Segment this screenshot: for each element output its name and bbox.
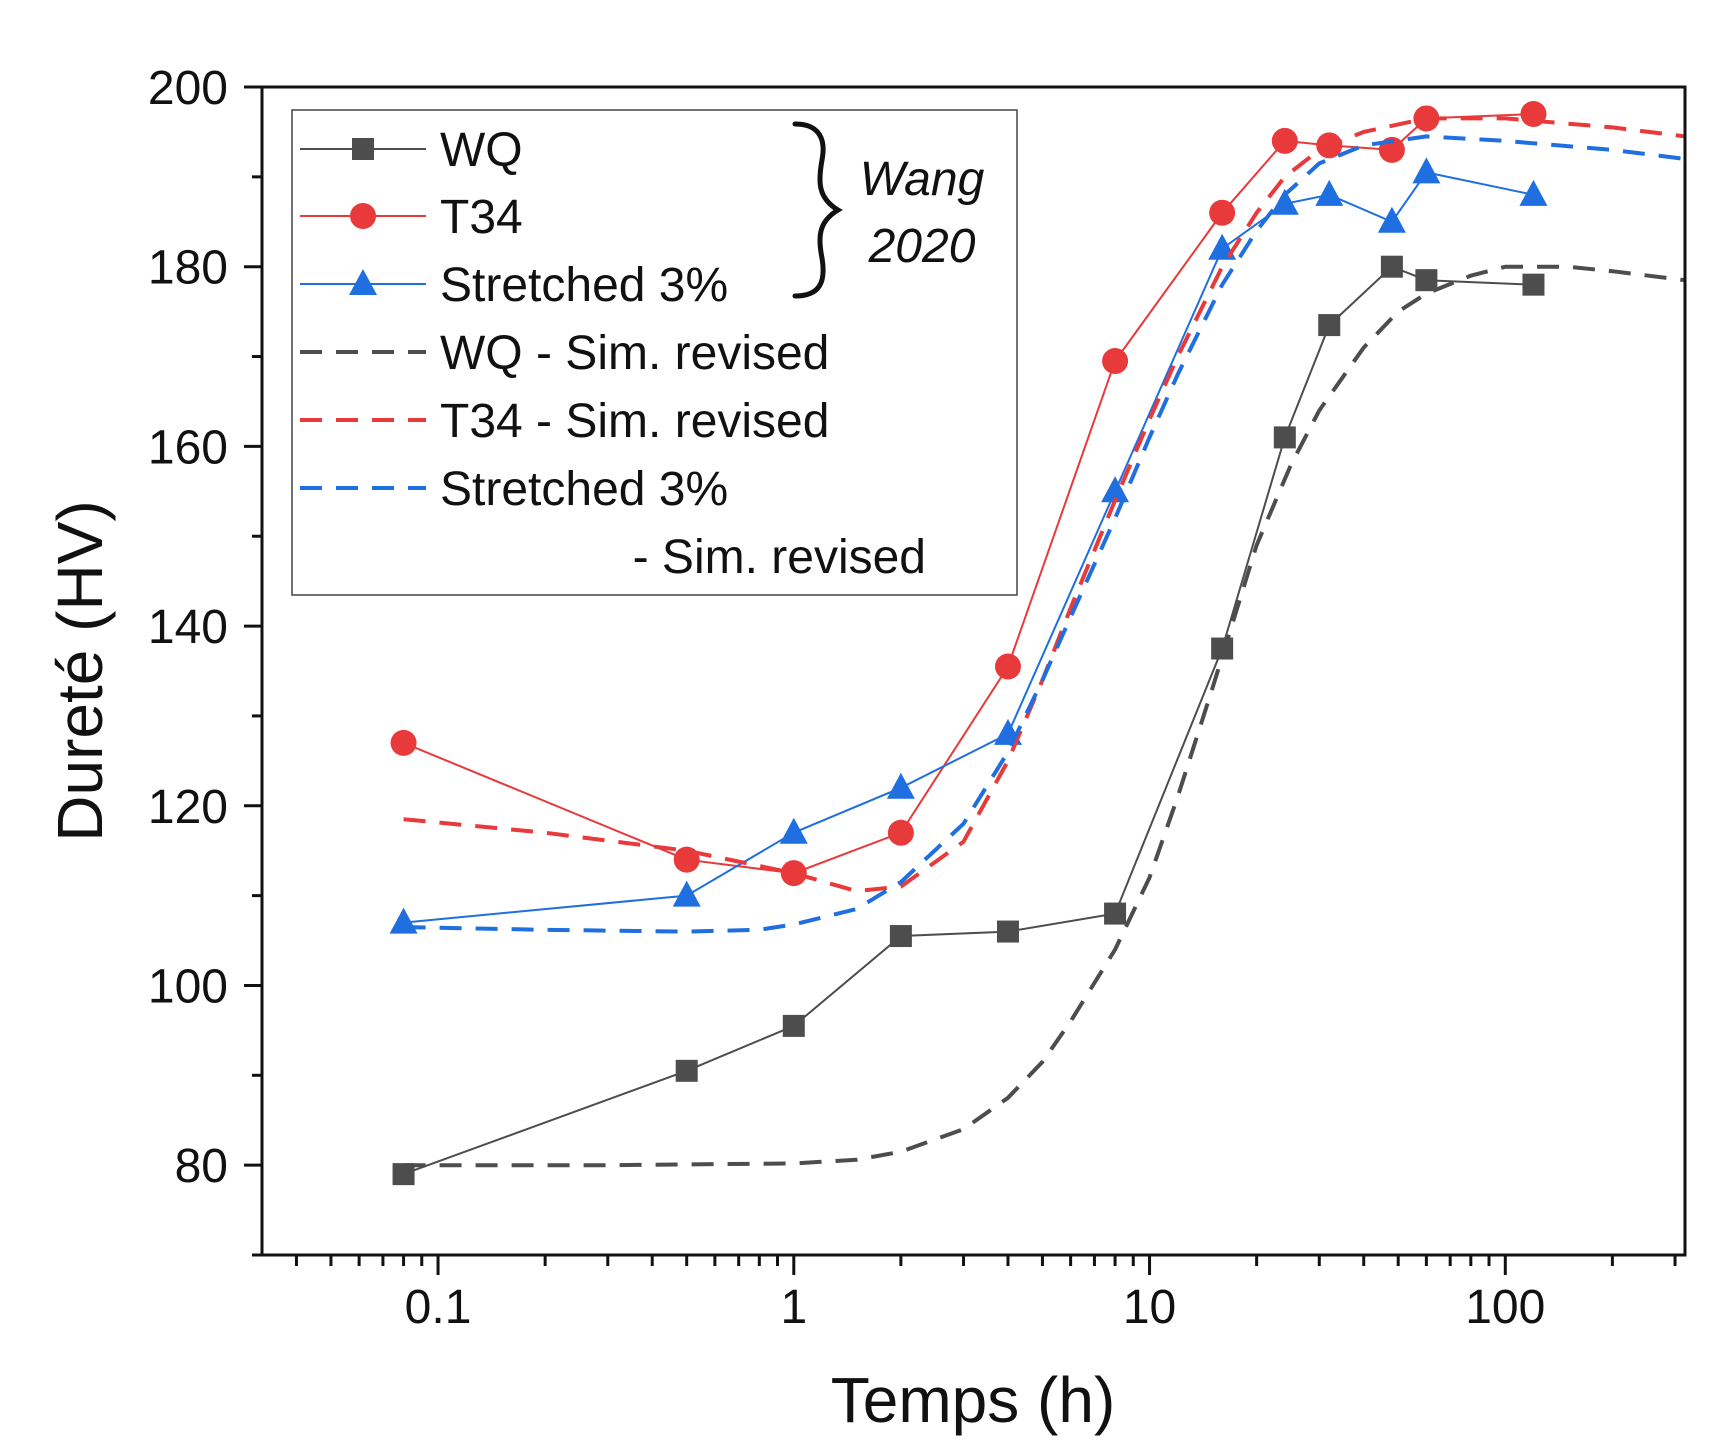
- data-point-t34: [994, 653, 1021, 680]
- data-point-wq: [675, 1059, 698, 1082]
- data-point-wq: [392, 1163, 415, 1186]
- data-point-stretched-3: [672, 880, 701, 907]
- data-point-stretched-3: [1377, 206, 1406, 233]
- data-point-stretched-3: [1315, 179, 1344, 206]
- plot-frame: [260, 85, 1687, 1257]
- legend-marker-stretched-3: [349, 269, 377, 295]
- data-point-stretched-3: [1519, 179, 1548, 206]
- data-point-t34: [887, 819, 914, 846]
- legend-label-t34: T34: [440, 191, 523, 244]
- data-point-wq: [889, 925, 912, 948]
- data-point-wq: [1522, 273, 1545, 296]
- data-point-wq: [1104, 902, 1127, 925]
- data-point-stretched-3: [1412, 157, 1441, 184]
- axes-layer: 0.1 1 10 100 80 100 120 140 160 180 200: [148, 62, 1677, 1334]
- data-point-stretched-3: [1101, 476, 1130, 503]
- x-tick-label: 0.1: [405, 1281, 472, 1334]
- legend-label-wq: WQ: [440, 124, 523, 177]
- data-point-wq: [996, 920, 1019, 943]
- legend-marker-wq: [352, 138, 374, 160]
- y-tick-label: 120: [148, 781, 228, 834]
- x-tick-label: 10: [1123, 1281, 1176, 1334]
- legend-label-stretched-3: Stretched 3%: [440, 463, 728, 516]
- data-point-wq: [1211, 637, 1234, 660]
- data-point-t34: [1102, 348, 1129, 375]
- y-tick-label: 180: [148, 242, 228, 295]
- series-line-4-t34-sim-revised-sim: [403, 116, 1685, 894]
- y-tick-label: 80: [175, 1140, 228, 1193]
- legend-marker-t34: [350, 203, 376, 229]
- data-point-stretched-3: [1208, 233, 1237, 260]
- y-tick-label: 200: [148, 62, 228, 115]
- series-layer: [389, 100, 1685, 1186]
- data-point-stretched-3: [389, 907, 418, 934]
- x-axis-title: Temps (h): [831, 1364, 1116, 1436]
- data-point-t34: [1271, 127, 1298, 154]
- data-point-stretched-3: [779, 817, 808, 844]
- legend-label-stretched-3-line2: - Sim. revised: [633, 531, 926, 584]
- legend: WQ T34 Stretched 3% WQ - Sim. revised T34 - …: [291, 109, 1018, 596]
- series-line-3-wq-sim-revised-sim: [403, 264, 1685, 1168]
- y-axis-title: Dureté (HV): [44, 500, 116, 841]
- annotation-year: 2020: [868, 220, 976, 273]
- data-point-wq: [1318, 314, 1341, 337]
- data-point-wq: [782, 1014, 805, 1037]
- data-point-stretched-3: [1270, 188, 1299, 215]
- series-line-2-stretched-3: [403, 171, 1534, 924]
- data-point-stretched-3: [886, 772, 915, 799]
- data-point-t34: [1209, 199, 1236, 226]
- data-point-wq: [1415, 269, 1438, 292]
- y-tick-label: 160: [148, 421, 228, 474]
- y-tick-label: 100: [148, 960, 228, 1013]
- x-tick-label: 1: [780, 1281, 807, 1334]
- annotation-wang: Wang: [860, 153, 985, 206]
- data-point-t34: [780, 860, 807, 887]
- legend-label-stretched-3: Stretched 3%: [440, 259, 728, 312]
- legend-label-wq-sim-revised: WQ - Sim. revised: [440, 327, 829, 380]
- data-point-wq: [1273, 426, 1296, 449]
- data-point-wq: [1380, 255, 1403, 278]
- data-point-t34: [390, 729, 417, 756]
- legend-label-t34-sim-revised: T34 - Sim. revised: [440, 395, 829, 448]
- series-line-5-stretched-3-sim: [403, 134, 1685, 934]
- y-tick-label: 140: [148, 601, 228, 654]
- brace-symbol: [792, 121, 843, 299]
- x-tick-label: 100: [1465, 1281, 1545, 1334]
